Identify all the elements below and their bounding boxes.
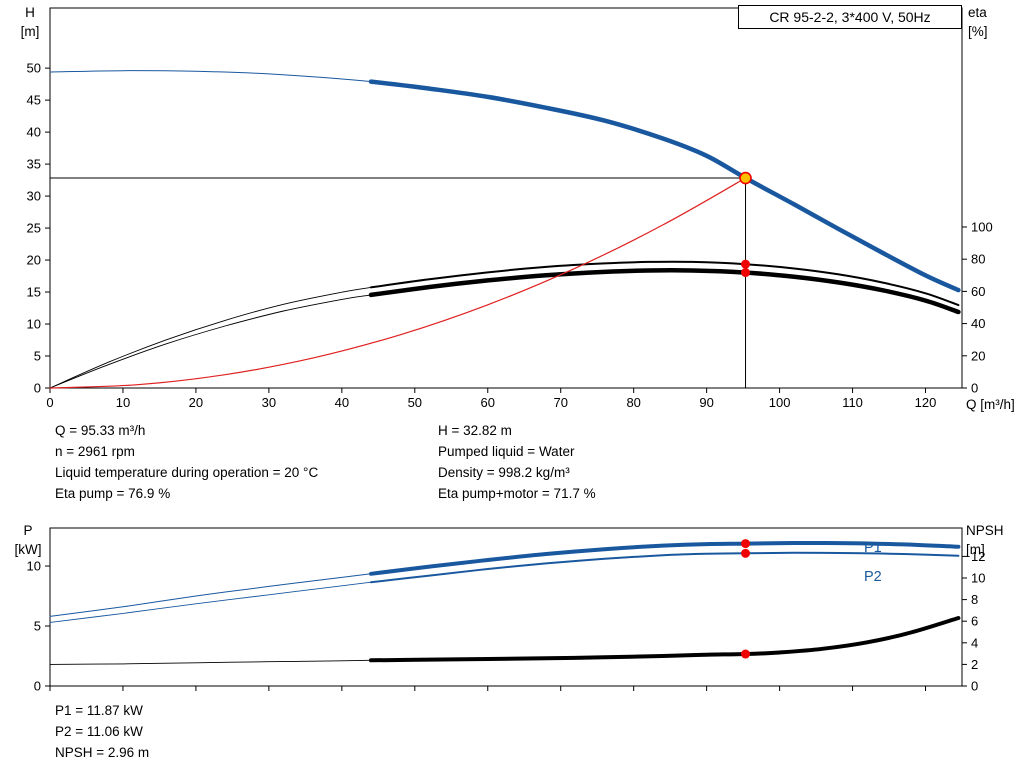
x-tick-label: 110 <box>842 395 863 410</box>
y-right-tick-label: 10 <box>971 571 985 586</box>
liquid-temperature: Liquid temperature during operation = 20… <box>55 465 319 480</box>
duty-point <box>739 171 752 185</box>
q-value: Q = 95.33 m³/h <box>55 423 146 438</box>
y-left-tick-label: 5 <box>34 349 41 364</box>
y-left-tick-label: 10 <box>27 559 41 574</box>
y-right-tick-label: 12 <box>971 549 985 564</box>
p1-curve <box>49 573 372 617</box>
p2-curve <box>49 581 372 623</box>
eta-pump-motor-curve <box>368 267 961 315</box>
x-tick-label: 120 <box>915 395 937 410</box>
x-tick-label: 0 <box>46 395 53 410</box>
x-tick-label: 50 <box>408 395 422 410</box>
y-left-tick-label: 5 <box>34 619 41 634</box>
y-right-tick-label: 0 <box>971 381 978 396</box>
x-tick-label: 100 <box>769 395 791 410</box>
duty-marker-dot <box>741 539 751 549</box>
h-axis-unit: [m] <box>20 24 40 39</box>
y-left-tick-label: 10 <box>27 317 41 332</box>
speed-value: n = 2961 rpm <box>55 444 135 459</box>
x-tick-label: 40 <box>335 395 349 410</box>
result-values: P1 = 11.87 kW P2 = 11.06 kW NPSH = 2.96 … <box>55 700 149 763</box>
p1-series-label: P1 <box>864 540 882 556</box>
power-npsh-chart: 0 5 10 0 2 4 6 8 10 12 <box>27 527 985 694</box>
p2-series-label: P2 <box>864 569 882 585</box>
y-left-tick-label: 30 <box>27 189 41 204</box>
npsh-axis-header: NPSH [m] <box>966 521 1022 559</box>
h-axis-symbol: H <box>25 5 35 20</box>
x-tick-label: 60 <box>481 395 495 410</box>
operating-data-right: H = 32.82 m Pumped liquid = Water Densit… <box>438 420 596 504</box>
y-right-tick-label: 40 <box>971 316 985 331</box>
y-right-tick-label: 60 <box>971 284 985 299</box>
eta-axis-symbol: eta <box>968 5 987 20</box>
p2-curve <box>370 551 960 584</box>
plot-frame <box>49 527 963 687</box>
head-curve <box>49 70 372 83</box>
h-axis-header: H [m] <box>10 3 50 41</box>
eta-pump-curve <box>370 260 960 307</box>
x-tick-label: 30 <box>262 395 276 410</box>
p2-value: P2 = 11.06 kW <box>55 724 143 739</box>
npsh-curve <box>369 616 961 663</box>
pump-model-title: CR 95-2-2, 3*400 V, 50Hz <box>738 5 962 29</box>
eta-pump-value: Eta pump = 76.9 % <box>55 486 171 501</box>
duty-marker-dot <box>741 548 751 558</box>
npsh-axis-symbol: NPSH <box>966 523 1004 538</box>
p-axis-unit: [kW] <box>14 542 42 557</box>
x-tick-label: 10 <box>116 395 130 410</box>
hq-eta-chart: 0 10 20 30 40 50 60 70 80 90 100 110 120 0 5 10 15 20 25 30… <box>27 7 993 410</box>
y-left-tick-label: 40 <box>27 125 41 140</box>
system-curve <box>49 177 747 389</box>
npsh-axis-unit: [m] <box>966 542 985 557</box>
y-left-tick-label: 45 <box>27 93 41 108</box>
eta-pump-curve <box>49 286 372 389</box>
p-axis-header: P [kW] <box>8 521 48 559</box>
head-curve <box>368 79 961 293</box>
y-left-tick-label: 0 <box>34 679 41 694</box>
p-axis-symbol: P <box>23 523 33 538</box>
y-right-tick-label: 0 <box>971 679 978 694</box>
p1-curve <box>369 540 961 576</box>
x-tick-label: 90 <box>699 395 713 410</box>
npsh-curve <box>49 659 372 665</box>
duty-marker-dot <box>741 649 751 659</box>
y-left-tick-label: 0 <box>34 381 41 396</box>
duty-marker-dot <box>741 259 751 269</box>
plot-frame <box>49 7 963 389</box>
y-left-tick-label: 35 <box>27 157 41 172</box>
q-axis-label: Q [m³/h] <box>966 397 1015 412</box>
y-left-tick-label: 15 <box>27 285 41 300</box>
npsh-value: NPSH = 2.96 m <box>55 745 150 760</box>
pumped-liquid: Pumped liquid = Water <box>438 444 575 459</box>
x-tick-label: 80 <box>626 395 640 410</box>
eta-axis-unit: [%] <box>968 24 988 39</box>
y-right-tick-label: 100 <box>971 219 993 234</box>
operating-data-left: Q = 95.33 m³/h n = 2961 rpm Liquid tempe… <box>55 420 318 504</box>
y-right-tick-label: 20 <box>971 348 985 363</box>
eta-axis-header: eta [%] <box>968 3 1018 41</box>
y-left-tick-label: 50 <box>27 61 41 76</box>
x-tick-label: 70 <box>553 395 567 410</box>
y-right-tick-label: 2 <box>971 657 978 672</box>
h-value: H = 32.82 m <box>438 423 512 438</box>
y-right-tick-label: 4 <box>971 635 978 650</box>
y-right-tick-label: 80 <box>971 252 985 267</box>
eta-pump-motor-value: Eta pump+motor = 71.7 % <box>438 486 596 501</box>
y-right-tick-label: 8 <box>971 592 978 607</box>
y-left-tick-label: 20 <box>27 253 41 268</box>
p1-value: P1 = 11.87 kW <box>55 703 143 718</box>
density-value: Density = 998.2 kg/m³ <box>438 465 570 480</box>
x-tick-label: 20 <box>189 395 203 410</box>
duty-marker-dot <box>741 268 751 278</box>
eta-pump-motor-curve <box>49 294 372 389</box>
y-right-tick-label: 6 <box>971 614 978 629</box>
y-left-tick-label: 25 <box>27 221 41 236</box>
